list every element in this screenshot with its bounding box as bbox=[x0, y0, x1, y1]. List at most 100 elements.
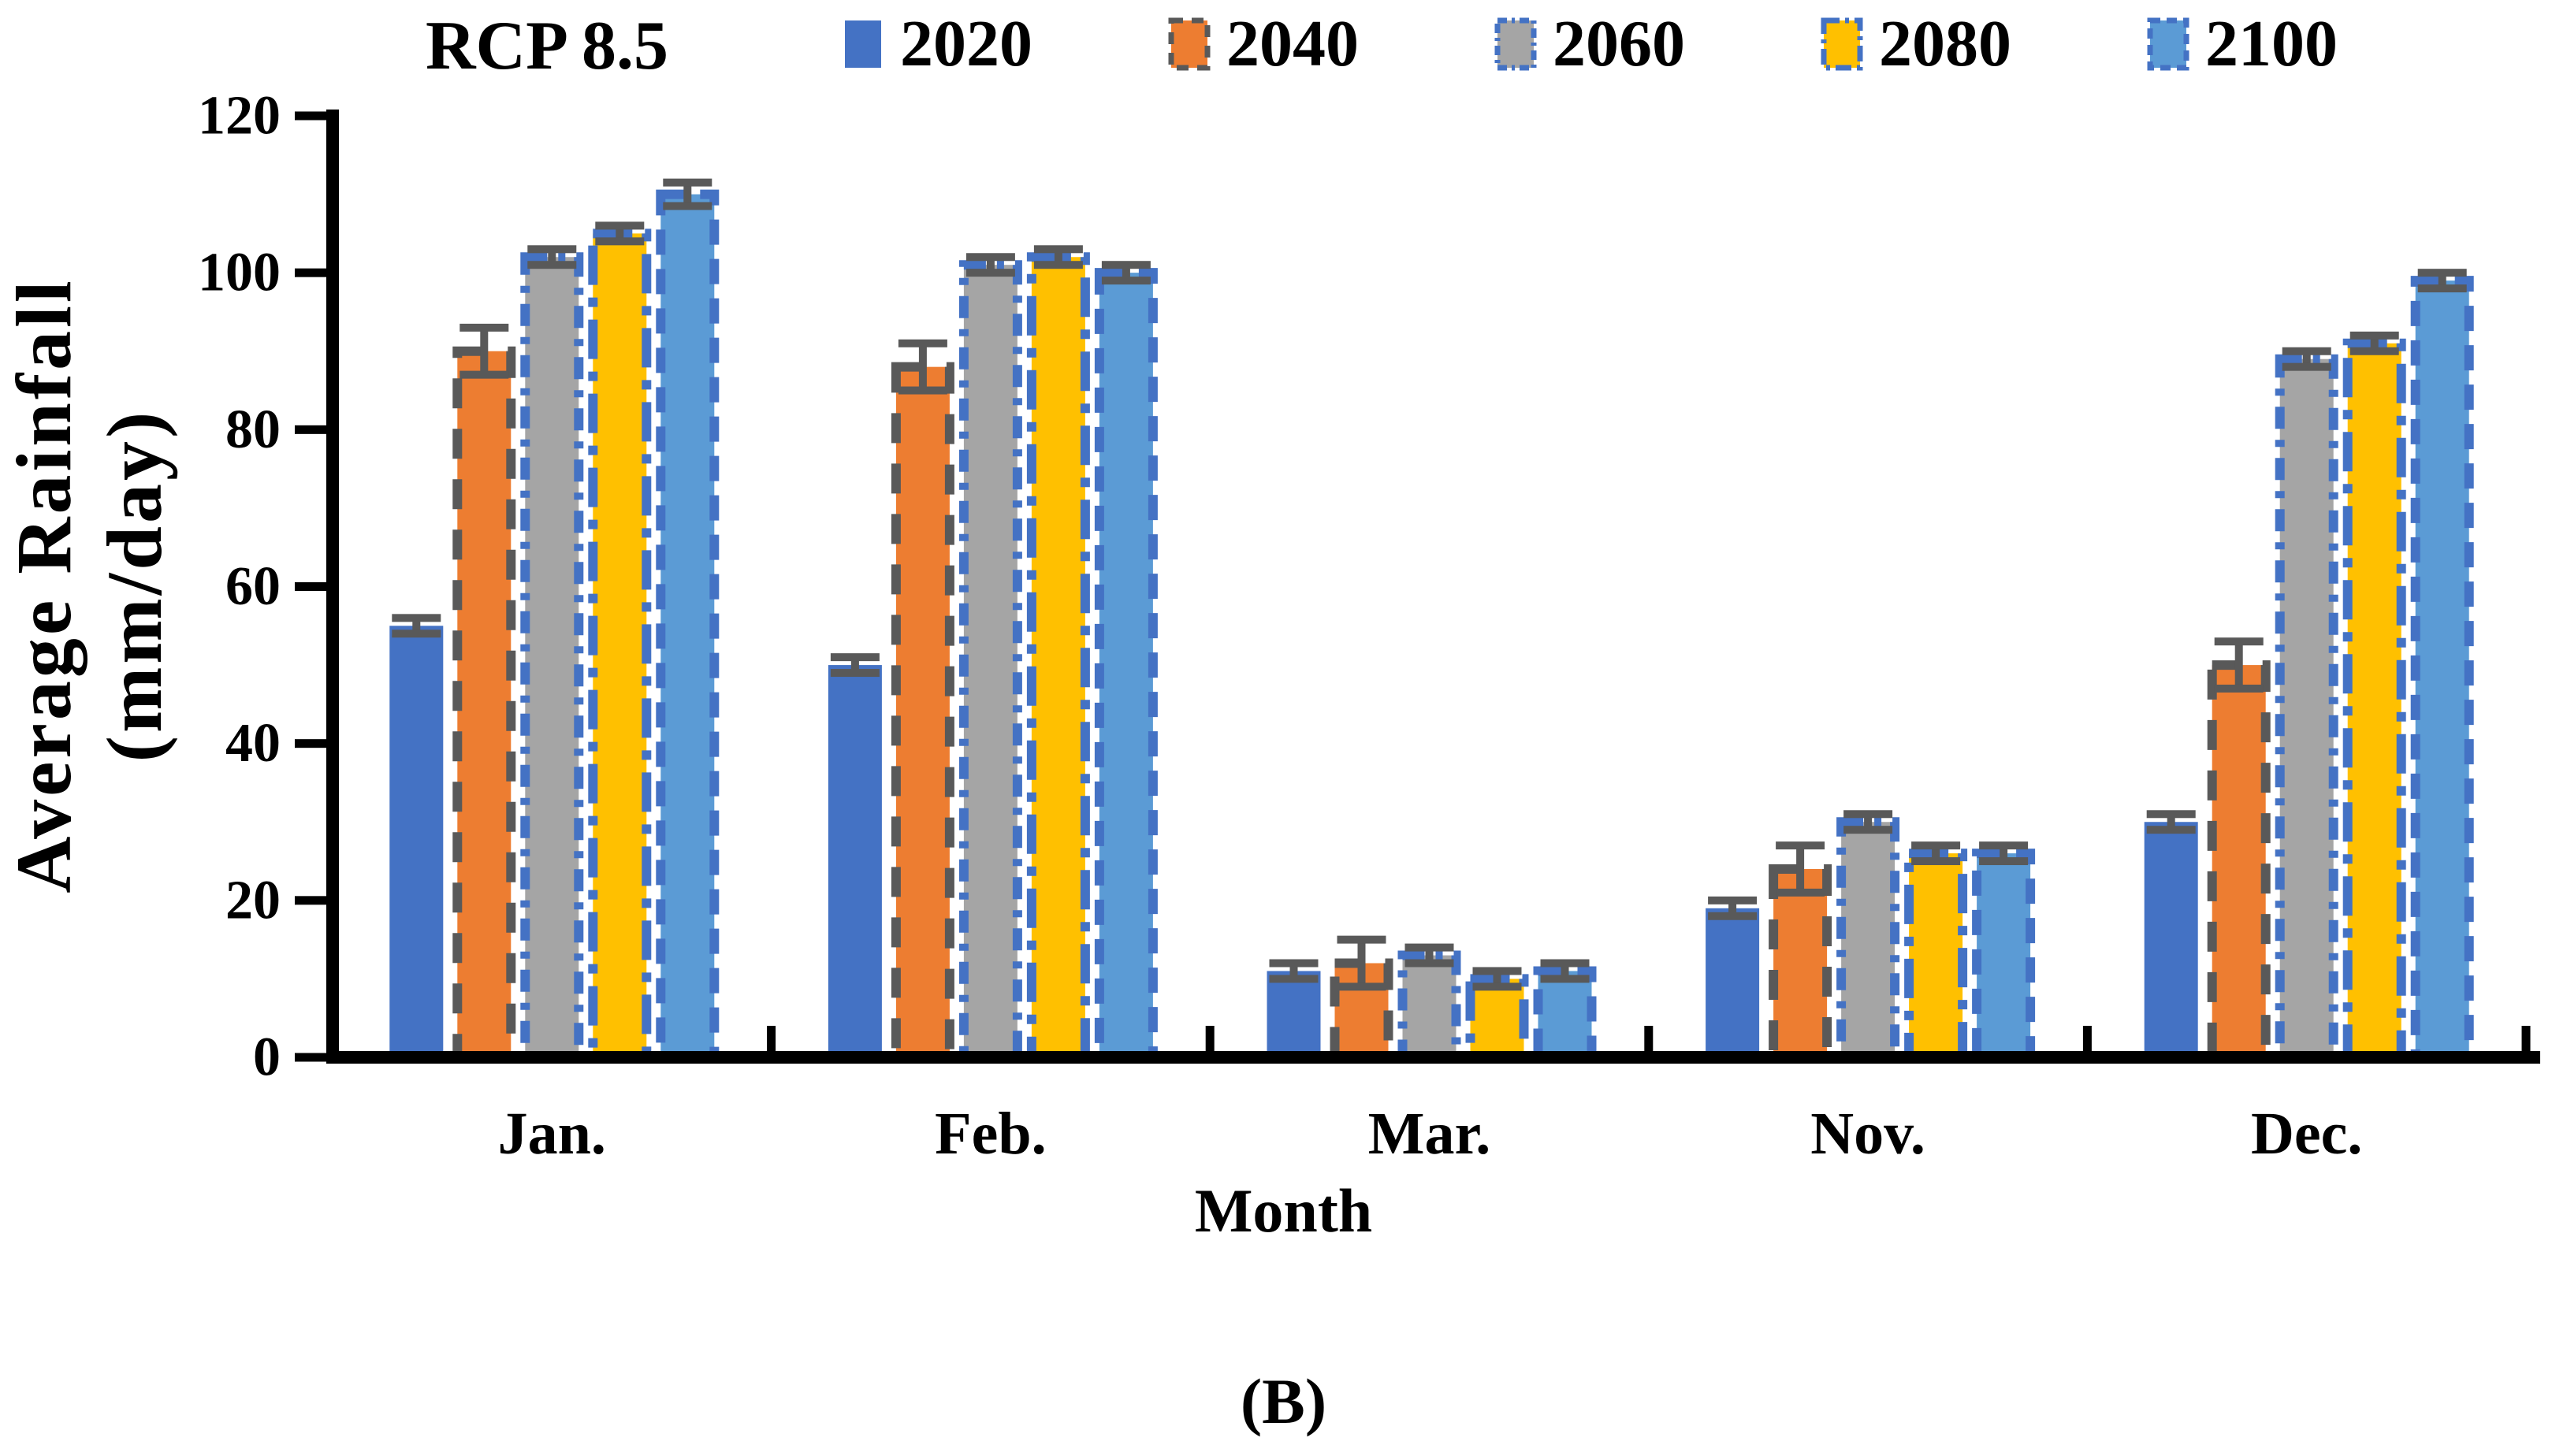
y-tick-label-100: 100 bbox=[198, 243, 281, 303]
x-category-label-Dec: Dec. bbox=[2251, 1101, 2362, 1167]
legend-label-2080: 2080 bbox=[1879, 7, 2011, 80]
error-bar-2060-Nov-cap-bottom bbox=[1843, 826, 1893, 834]
error-bar-2100-Jan-cap-top bbox=[663, 178, 712, 187]
error-bar-2080-Feb bbox=[1054, 249, 1062, 266]
error-bar-2080-Nov-cap-bottom bbox=[1911, 857, 1961, 866]
legend-label-2020: 2020 bbox=[900, 7, 1032, 80]
y-tick-80 bbox=[295, 425, 333, 434]
y-tick-120 bbox=[295, 111, 333, 121]
error-bar-2040-Jan-cap-top bbox=[459, 323, 509, 332]
error-bar-2060-Mar-cap-bottom bbox=[1404, 959, 1454, 968]
legend-swatch-2100-icon bbox=[2147, 17, 2189, 71]
error-bar-2080-Feb-cap-top bbox=[1033, 245, 1083, 254]
bar-2100-Feb bbox=[1094, 268, 1158, 1062]
bar-2040-Feb bbox=[891, 362, 954, 1062]
error-bar-2080-Jan-cap-top bbox=[595, 221, 645, 230]
error-bar-2080-Jan bbox=[616, 225, 624, 242]
y-tick-100 bbox=[295, 268, 333, 277]
bar-2080-Mar bbox=[1465, 974, 1529, 1062]
error-bar-2020-Mar-cap-bottom bbox=[1269, 975, 1319, 983]
x-tick-4 bbox=[2082, 1026, 2092, 1057]
legend-item-2020: 2020 bbox=[842, 11, 1032, 77]
x-category-label-Nov: Nov. bbox=[1810, 1101, 1925, 1167]
bar-2060-Mar bbox=[1397, 950, 1461, 1062]
error-bar-2100-Nov bbox=[2000, 845, 2008, 862]
error-bar-2040-Dec bbox=[2234, 641, 2243, 689]
panel-label: (B) bbox=[1240, 1365, 1327, 1437]
bar-2080-Feb bbox=[1026, 252, 1090, 1062]
error-bar-2080-Feb-cap-bottom bbox=[1033, 261, 1083, 269]
bar-2100-Mar bbox=[1533, 966, 1597, 1063]
y-tick-0 bbox=[295, 1053, 333, 1062]
legend-item-2040: 2040 bbox=[1168, 11, 1359, 77]
error-bar-2040-Mar-cap-bottom bbox=[1337, 982, 1386, 991]
bar-2020-Feb bbox=[828, 665, 882, 1057]
error-bar-2100-Mar-cap-bottom bbox=[1540, 975, 1590, 983]
error-bar-2060-Jan-cap-bottom bbox=[527, 261, 577, 269]
error-bar-2020-Nov-cap-bottom bbox=[1708, 912, 1758, 920]
error-bar-2020-Feb bbox=[850, 657, 859, 674]
error-bar-2080-Dec bbox=[2370, 335, 2379, 351]
y-tick-label-0: 0 bbox=[253, 1027, 281, 1088]
error-bar-2020-Feb-cap-top bbox=[830, 653, 880, 662]
error-bar-2080-Mar bbox=[1493, 971, 1501, 987]
error-bar-2040-Feb-cap-top bbox=[898, 339, 947, 347]
error-bar-2040-Nov bbox=[1796, 845, 1805, 893]
error-bar-2100-Dec bbox=[2438, 273, 2446, 289]
x-tick-1 bbox=[767, 1026, 776, 1057]
legend-item-2060: 2060 bbox=[1494, 11, 1685, 77]
error-bar-2080-Jan-cap-bottom bbox=[595, 237, 645, 246]
error-bar-2060-Dec-cap-top bbox=[2282, 347, 2331, 355]
error-bar-2020-Mar bbox=[1289, 963, 1298, 979]
error-bar-2060-Feb bbox=[986, 257, 995, 273]
bar-2100-Jan bbox=[656, 189, 720, 1062]
error-bar-2060-Nov bbox=[1864, 814, 1873, 830]
error-bar-2040-Mar bbox=[1357, 939, 1366, 987]
x-category-label-Jan: Jan. bbox=[498, 1101, 606, 1167]
y-tick-label-60: 60 bbox=[225, 556, 281, 617]
y-tick-20 bbox=[295, 896, 333, 905]
error-bar-2020-Mar-cap-top bbox=[1269, 959, 1319, 968]
error-bar-2020-Jan-cap-top bbox=[392, 614, 441, 622]
error-bar-2060-Jan-cap-top bbox=[527, 245, 577, 254]
error-bar-2020-Jan bbox=[412, 618, 421, 634]
error-bar-2100-Feb-cap-bottom bbox=[1101, 277, 1151, 285]
y-tick-label-20: 20 bbox=[225, 870, 281, 930]
bar-2040-Jan bbox=[452, 346, 516, 1062]
x-axis-title: Month bbox=[1194, 1176, 1373, 1245]
chart-title: RCP 8.5 bbox=[426, 8, 668, 84]
error-bar-2080-Mar-cap-bottom bbox=[1472, 982, 1522, 991]
x-tick-5 bbox=[2521, 1026, 2531, 1057]
error-bar-2040-Feb bbox=[918, 343, 927, 391]
legend-swatch-2080-icon bbox=[1821, 17, 1863, 71]
error-bar-2100-Dec-cap-bottom bbox=[2417, 284, 2467, 293]
legend-item-2100: 2100 bbox=[2147, 11, 2338, 77]
bar-2100-Nov bbox=[1972, 849, 2036, 1063]
error-bar-2060-Mar-cap-top bbox=[1404, 943, 1454, 952]
error-bar-2020-Nov bbox=[1728, 900, 1737, 916]
bar-2060-Jan bbox=[520, 252, 584, 1062]
legend-label-2040: 2040 bbox=[1226, 7, 1359, 80]
error-bar-2040-Nov-cap-top bbox=[1776, 841, 1825, 850]
error-bar-2080-Nov-cap-top bbox=[1911, 841, 1961, 850]
legend-swatch-2040-icon bbox=[1168, 17, 1211, 71]
error-bar-2060-Dec-cap-bottom bbox=[2282, 362, 2331, 371]
error-bar-2100-Mar bbox=[1561, 963, 1569, 979]
legend-label-2060: 2060 bbox=[1553, 7, 1685, 80]
bar-2060-Dec bbox=[2275, 354, 2338, 1063]
error-bar-2040-Jan bbox=[480, 327, 489, 375]
bar-2080-Nov bbox=[1904, 849, 1968, 1063]
error-bar-2020-Nov-cap-top bbox=[1708, 896, 1758, 904]
error-bar-2040-Nov-cap-bottom bbox=[1776, 888, 1825, 897]
error-bar-2040-Jan-cap-bottom bbox=[459, 370, 509, 379]
error-bar-2100-Mar-cap-top bbox=[1540, 959, 1590, 968]
error-bar-2100-Jan bbox=[683, 182, 692, 206]
error-bar-2100-Nov-cap-top bbox=[1979, 841, 2029, 850]
x-category-label-Mar: Mar. bbox=[1368, 1101, 1491, 1167]
y-tick-40 bbox=[295, 739, 333, 748]
error-bar-2100-Jan-cap-bottom bbox=[663, 202, 712, 210]
error-bar-2080-Dec-cap-bottom bbox=[2349, 347, 2399, 355]
error-bar-2100-Feb-cap-top bbox=[1101, 261, 1151, 269]
error-bar-2060-Feb-cap-top bbox=[965, 253, 1015, 262]
